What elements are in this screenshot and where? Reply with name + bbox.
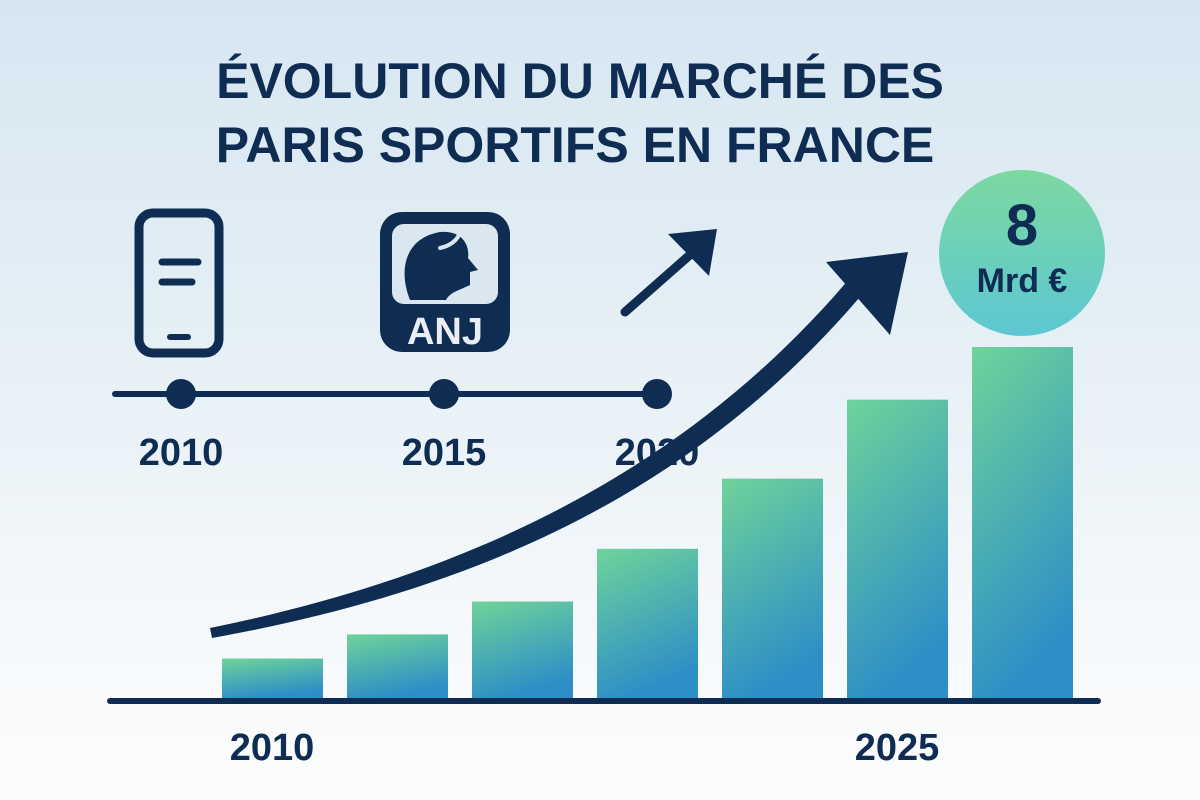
anj-label: ANJ [407,311,483,353]
badge-unit: Mrd € [977,262,1068,300]
timeline-dot [429,379,459,409]
timeline-dot [166,379,196,409]
badge-value: 8 [1006,193,1038,258]
bar-7 [972,347,1073,698]
timeline-year: 2010 [139,432,224,474]
timeline-dot [642,379,672,409]
bar-4 [597,548,698,698]
smartphone-icon [134,208,224,358]
chart-title-line-1: ÉVOLUTION DU MARCHÉ DES [216,53,944,109]
x-tick-label: 2025 [855,727,940,769]
bar-1 [222,658,323,698]
growth-arrow-icon [210,252,908,638]
chart-title-line-2: PARIS SPORTIFS EN FRANCE [216,117,935,173]
bar-6 [847,399,948,698]
bar-3 [472,601,573,698]
bar-2 [347,634,448,698]
anj-logo-icon: ANJ [380,212,510,353]
timeline-year: 2015 [402,432,487,474]
trend-up-arrow-icon [620,229,717,317]
value-badge: 8 Mrd € [939,170,1105,336]
bar-5 [722,478,823,698]
timeline: 2010 2015 2020 [112,379,699,474]
bars [222,347,1073,698]
x-tick-label: 2010 [230,727,315,769]
